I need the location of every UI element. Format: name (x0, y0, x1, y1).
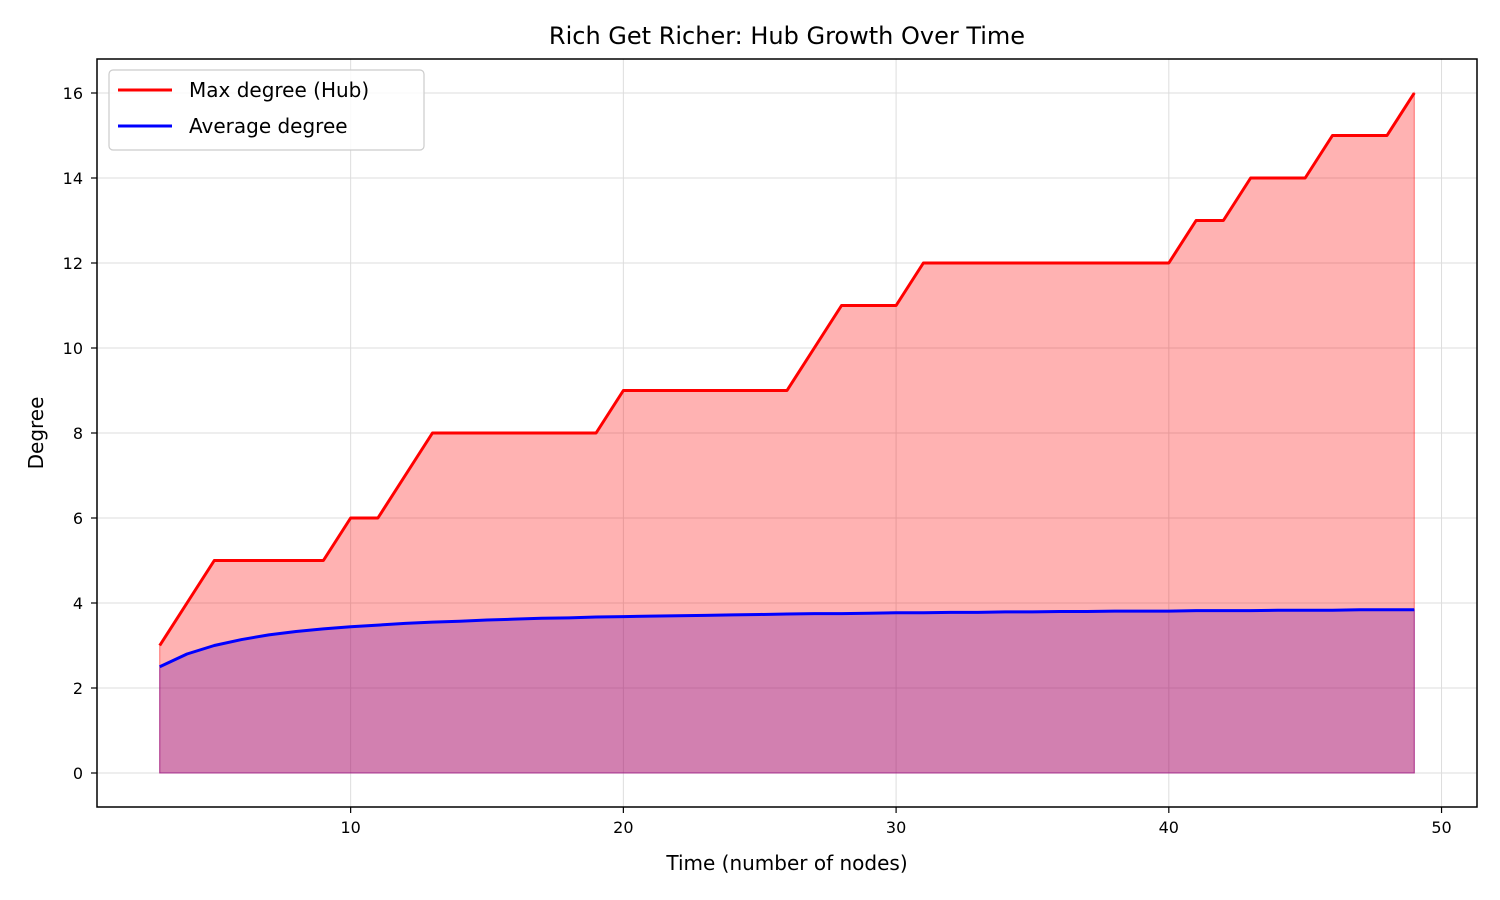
x-tick-label-30: 30 (886, 818, 906, 837)
x-axis-label: Time (number of nodes) (665, 851, 907, 875)
legend-box (108, 69, 425, 151)
y-tick-label-0: 0 (73, 764, 83, 783)
series-lines (158, 92, 1416, 669)
x-tick-label-20: 20 (613, 818, 633, 837)
x-tick-label-10: 10 (340, 818, 360, 837)
y-tick-label-8: 8 (73, 424, 83, 443)
chart-title: Rich Get Richer: Hub Growth Over Time (549, 22, 1025, 50)
y-axis-label: Degree (24, 397, 48, 470)
y-tick-label-2: 2 (73, 679, 83, 698)
y-tick-label-12: 12 (63, 254, 83, 273)
x-axis-ticks: 10 20 30 40 50 (340, 807, 1452, 837)
y-tick-label-6: 6 (73, 509, 83, 528)
y-tick-label-14: 14 (63, 169, 83, 188)
y-axis-ticks: 0 2 4 6 8 10 12 14 16 (63, 84, 97, 783)
legend-label-average-degree: Average degree (189, 114, 348, 138)
area-fill-average-degree (159, 609, 1415, 774)
series-line-max-degree-hub (158, 92, 1416, 647)
legend: Max degree (Hub) Average degree (108, 69, 425, 151)
y-tick-label-10: 10 (63, 339, 83, 358)
y-tick-label-16: 16 (63, 84, 83, 103)
x-tick-label-40: 40 (1159, 818, 1179, 837)
legend-label-max-degree: Max degree (Hub) (189, 78, 369, 102)
y-tick-label-4: 4 (73, 594, 83, 613)
x-tick-label-50: 50 (1431, 818, 1451, 837)
series-line-average-degree (159, 608, 1415, 669)
